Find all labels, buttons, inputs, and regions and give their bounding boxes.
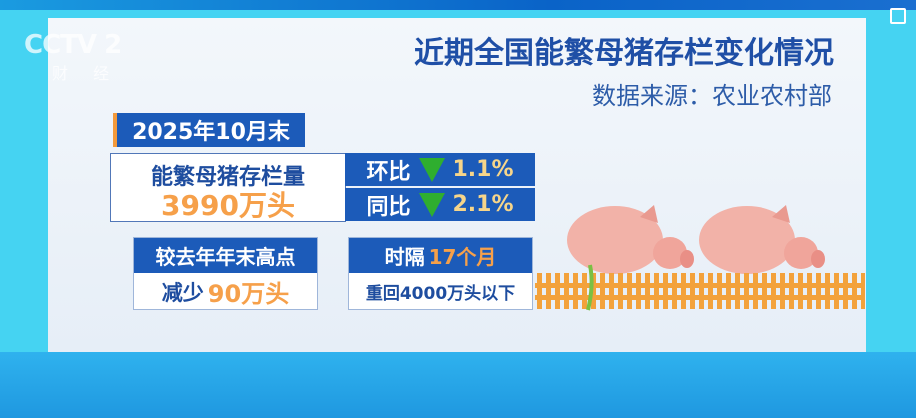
- yoy-value: 2.1%: [452, 192, 514, 217]
- fence-post: [825, 273, 830, 309]
- fence-post: [699, 273, 704, 309]
- interval-prefix: 时隔: [384, 245, 425, 269]
- fence-post: [546, 273, 551, 309]
- interval-value: 17个月: [428, 245, 497, 269]
- fence-post: [636, 273, 641, 309]
- fence-post: [762, 273, 767, 309]
- fence-post: [807, 273, 812, 309]
- fence-post: [681, 273, 686, 309]
- inventory-box: 能繁母猪存栏量 3990万头: [110, 153, 346, 222]
- interval-card: 时隔 17个月 重回4000万头以下: [348, 237, 533, 310]
- fence-post: [717, 273, 722, 309]
- yoy-box: 同比 2.1%: [345, 188, 535, 221]
- fence-post: [834, 273, 839, 309]
- logo-sub: 财 经: [52, 64, 120, 83]
- data-source: 数据来源：农业农村部: [592, 82, 832, 110]
- fence-post: [708, 273, 713, 309]
- fence-post: [816, 273, 821, 309]
- pigs-fence-illustration: [535, 205, 865, 311]
- fence-post: [591, 273, 596, 309]
- fence-post: [861, 273, 865, 309]
- fence-post: [753, 273, 758, 309]
- fence-post: [609, 273, 614, 309]
- interval-body: 重回4000万头以下: [365, 284, 516, 304]
- vs-peak-prefix: 减少: [161, 280, 204, 305]
- fence-post: [663, 273, 668, 309]
- date-label: 2025年10月末: [113, 113, 305, 147]
- fence-post: [690, 273, 695, 309]
- plant: [586, 264, 594, 311]
- fence-post: [744, 273, 749, 309]
- fence-post: [582, 273, 587, 309]
- fence-post: [600, 273, 605, 309]
- fence-post: [843, 273, 848, 309]
- fence-post: [654, 273, 659, 309]
- yoy-label: 同比: [366, 194, 411, 220]
- fence-post: [852, 273, 857, 309]
- fence-post: [564, 273, 569, 309]
- logo-text: CCTV 2: [24, 30, 122, 60]
- fence-post: [780, 273, 785, 309]
- fence-post: [627, 273, 632, 309]
- down-arrow-icon: [418, 157, 445, 182]
- pig-icon: [699, 205, 825, 274]
- fence: [535, 273, 865, 309]
- fence-post: [573, 273, 578, 309]
- bottom-band: [0, 352, 916, 418]
- corner-icon: [890, 8, 906, 24]
- fence-post: [771, 273, 776, 309]
- fence-post: [735, 273, 740, 309]
- mom-label: 环比: [366, 159, 411, 185]
- inventory-value: 3990万头: [161, 189, 295, 222]
- fence-post: [618, 273, 623, 309]
- vs-peak-value: 90万头: [207, 280, 290, 308]
- fence-post: [726, 273, 731, 309]
- down-arrow-icon: [418, 192, 445, 217]
- fence-post: [672, 273, 677, 309]
- vs-peak-card: 较去年年末高点 减少 90万头: [133, 237, 318, 310]
- fence-post: [798, 273, 803, 309]
- interval-header: 时隔 17个月: [349, 238, 532, 273]
- vs-peak-header: 较去年年末高点: [134, 238, 317, 273]
- fence-post: [537, 273, 542, 309]
- mom-box: 环比 1.1%: [345, 153, 535, 186]
- fence-post: [555, 273, 560, 309]
- channel-logo: CCTV 2 财 经: [24, 30, 122, 84]
- fence-post: [789, 273, 794, 309]
- pig-icon: [567, 205, 694, 274]
- fence-post: [645, 273, 650, 309]
- mom-value: 1.1%: [452, 157, 514, 182]
- top-bar: [0, 0, 916, 10]
- vs-peak-body: 减少 90万头: [134, 273, 317, 310]
- page-title: 近期全国能繁母猪存栏变化情况: [414, 36, 834, 71]
- inventory-label: 能繁母猪存栏量: [150, 165, 305, 190]
